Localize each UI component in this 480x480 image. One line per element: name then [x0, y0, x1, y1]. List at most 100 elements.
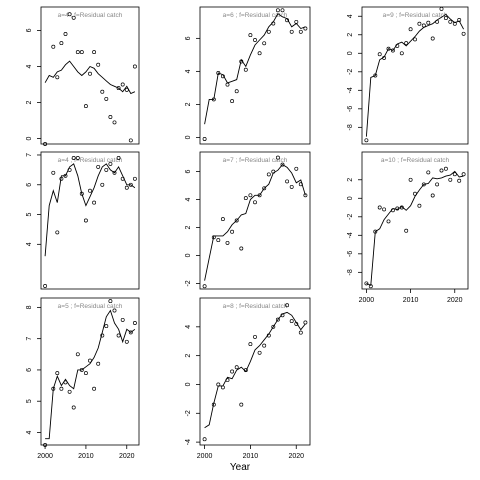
- y-tick-label: -8: [347, 269, 354, 275]
- observation-point: [408, 27, 413, 32]
- observation-point: [417, 203, 422, 208]
- observation-point: [457, 178, 462, 183]
- observation-point: [211, 235, 216, 240]
- observation-point: [63, 32, 68, 36]
- observation-point: [253, 200, 257, 205]
- observation-point: [435, 19, 440, 24]
- observation-point: [96, 361, 101, 366]
- observation-point: [285, 303, 290, 308]
- y-tick-label: 2: [347, 178, 354, 182]
- observation-point: [285, 18, 290, 23]
- observation-point: [289, 319, 294, 324]
- observation-point: [421, 182, 426, 187]
- observation-point: [443, 16, 448, 21]
- observation-point: [132, 176, 137, 181]
- observation-point: [216, 382, 221, 387]
- panel-title: a=8 ; f=Residual catch: [223, 303, 288, 310]
- observation-point: [124, 185, 129, 190]
- observation-point: [257, 193, 262, 198]
- observation-point: [289, 29, 294, 34]
- observation-point: [408, 177, 413, 182]
- observation-point: [257, 350, 262, 355]
- x-tick-label: 2000: [359, 297, 375, 304]
- observation-point: [63, 173, 68, 178]
- observation-point: [59, 176, 64, 181]
- observation-point: [55, 230, 60, 235]
- x-tick-label: 2020: [288, 453, 304, 460]
- observation-point: [461, 172, 466, 177]
- observation-point: [404, 41, 409, 46]
- observation-point: [59, 41, 64, 46]
- observation-point: [239, 59, 244, 64]
- observation-point: [79, 367, 84, 372]
- observation-point: [43, 142, 48, 146]
- observation-point: [55, 371, 60, 376]
- panel-title: a=4 ; f=Residual catch: [58, 157, 123, 164]
- x-tick-label: 2000: [37, 453, 53, 460]
- observation-point: [220, 74, 225, 79]
- observation-point: [88, 358, 92, 363]
- panel-frame: [361, 151, 469, 290]
- observation-point: [426, 20, 431, 25]
- fitted-line: [204, 311, 306, 429]
- observation-point: [368, 284, 373, 289]
- observation-point: [421, 23, 426, 28]
- observation-point: [280, 8, 285, 13]
- observation-point: [116, 156, 121, 160]
- observation-point: [262, 41, 267, 46]
- observation-point: [83, 104, 88, 109]
- observation-point: [120, 82, 125, 87]
- y-tick-label: 2: [26, 100, 33, 104]
- observation-point: [79, 191, 84, 196]
- observation-point: [364, 138, 369, 143]
- y-tick-label: 7: [26, 337, 33, 341]
- observation-point: [100, 182, 105, 187]
- panel-frame: [199, 6, 311, 145]
- y-tick-label: 5: [26, 212, 33, 216]
- observation-point: [294, 19, 299, 24]
- y-tick-label: 6: [185, 36, 192, 40]
- observation-point: [112, 308, 117, 313]
- fitted-line: [204, 164, 306, 281]
- observation-point: [112, 120, 117, 125]
- observation-point: [96, 62, 101, 67]
- observation-point: [298, 330, 303, 335]
- y-tick-label: -2: [347, 69, 354, 75]
- observation-point: [128, 138, 133, 143]
- fitted-line: [45, 309, 136, 440]
- observation-point: [51, 170, 56, 175]
- observation-point: [435, 182, 440, 187]
- observation-point: [67, 167, 72, 172]
- observation-point: [75, 50, 80, 55]
- observation-point: [430, 193, 435, 198]
- observation-point: [71, 405, 76, 410]
- observation-point: [104, 96, 109, 101]
- observation-point: [211, 402, 216, 407]
- y-tick-label: -8: [347, 124, 354, 130]
- observation-point: [413, 191, 417, 196]
- observation-point: [461, 31, 466, 36]
- y-tick-label: 0: [185, 135, 192, 139]
- observation-point: [294, 321, 299, 326]
- observation-point: [377, 205, 382, 210]
- y-tick-label: 2: [347, 33, 354, 37]
- observation-point: [55, 75, 60, 80]
- fitted-line: [204, 12, 306, 125]
- observation-point: [271, 169, 276, 174]
- observation-point: [452, 172, 457, 177]
- y-tick-label: -6: [347, 251, 354, 257]
- observation-point: [430, 36, 435, 41]
- y-tick-label: 6: [26, 28, 33, 32]
- observation-point: [426, 170, 431, 175]
- panel-frame: [361, 6, 469, 145]
- y-tick-label: 4: [185, 325, 192, 329]
- observation-point: [439, 168, 444, 173]
- observation-point: [298, 29, 303, 34]
- observation-point: [216, 238, 221, 243]
- panel-3: a=9 ; f=Residual catch -8 -6 -4 -2 0 2 4: [347, 6, 469, 145]
- panel-5: a=7 ; f=Residual catch -2 0 2 4 6: [185, 151, 311, 290]
- panel-frame: [40, 151, 140, 290]
- observation-point: [386, 46, 391, 51]
- y-tick-label: 4: [26, 430, 33, 434]
- x-tick-label: 2010: [403, 297, 419, 304]
